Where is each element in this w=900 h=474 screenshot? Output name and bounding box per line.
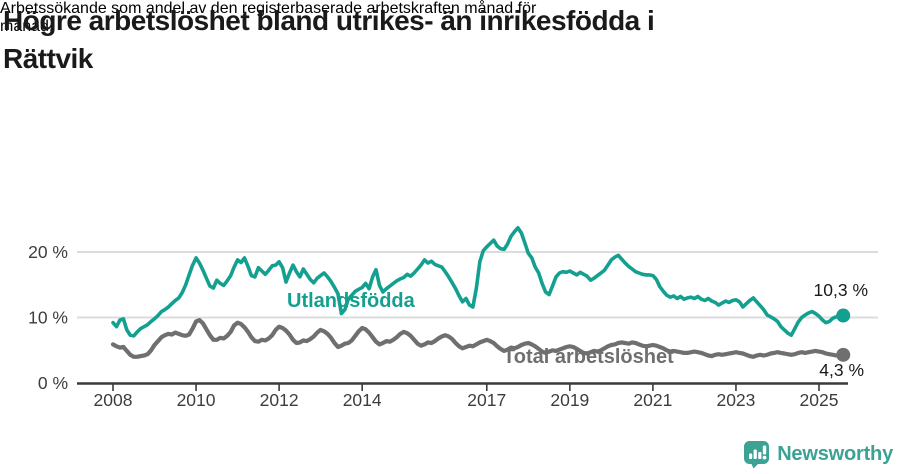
newsworthy-brand-name: Newsworthy bbox=[777, 443, 893, 465]
series-label-utlandsfodda: Utlandsfödda bbox=[287, 290, 416, 312]
chart-title-line-1: Högre arbetslöshet bland utrikes- än inr… bbox=[3, 5, 655, 36]
x-tick-label: 2023 bbox=[716, 390, 755, 410]
x-tick-label: 2008 bbox=[94, 390, 133, 410]
chart-subtitle-line-2: månad. bbox=[0, 18, 54, 35]
x-tick-label: 2025 bbox=[800, 390, 839, 410]
x-tick-label: 2019 bbox=[550, 390, 589, 410]
series-line-utlandsfodda bbox=[111, 225, 846, 338]
series-line-total bbox=[110, 317, 846, 359]
end-value-utlandsfodda: 10,3 % bbox=[814, 280, 868, 300]
chart-gridlines bbox=[77, 251, 878, 319]
chart-title: Högre arbetslöshet bland utrikes- än inr… bbox=[3, 2, 863, 78]
newsworthy-logo-icon bbox=[744, 441, 770, 469]
chart-axes: 0 % 10 % 20 % 2008 2010 2012 2014 2017 2019 2021 2… bbox=[28, 242, 848, 410]
line-chart: 0 % 10 % 20 % 2008 2010 2012 2014 2017 2019 2021 2… bbox=[28, 225, 878, 410]
series-end-dot-utlandsfodda bbox=[836, 308, 851, 323]
y-tick-label: 20 % bbox=[28, 242, 68, 262]
x-tick-label: 2012 bbox=[260, 390, 299, 410]
chart-subtitle-line-1: Arbetssökande som andel av den registerb… bbox=[0, 0, 537, 17]
chart-title-line-2: Rättvik bbox=[3, 43, 93, 74]
x-tick-label: 2017 bbox=[467, 390, 506, 410]
series-end-dot-total bbox=[836, 347, 851, 362]
chart-labels: Utlandsfödda Total arbetslöshet 10,3 % 4,3 … bbox=[287, 280, 868, 380]
newsworthy-footer: Newsworthy bbox=[743, 440, 893, 469]
chart-series bbox=[110, 225, 851, 362]
end-value-total: 4,3 % bbox=[819, 360, 864, 380]
x-tick-label: 2010 bbox=[177, 390, 216, 410]
y-tick-label: 10 % bbox=[28, 308, 68, 328]
x-tick-label: 2021 bbox=[633, 390, 672, 410]
x-tick-label: 2014 bbox=[343, 390, 382, 410]
series-label-total: Total arbetslöshet bbox=[503, 346, 674, 368]
y-tick-label: 0 % bbox=[38, 373, 68, 393]
